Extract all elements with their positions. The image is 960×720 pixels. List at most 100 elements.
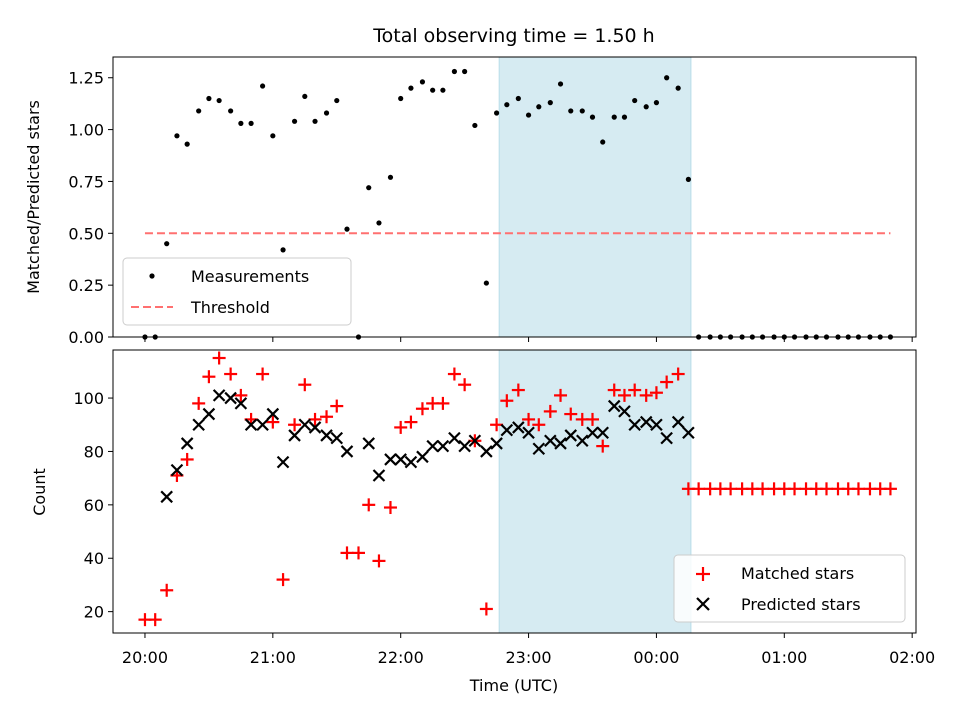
predicted-star-point: [276, 455, 290, 469]
bottom-panel: 20 40 60 80 100 20:00 21:00 22:00 23:00 00:00 01:…: [30, 349, 935, 695]
matched-star-point: [298, 378, 312, 392]
matched-star-point: [554, 388, 568, 402]
matched-stars-points: [138, 351, 897, 627]
predicted-star-point: [416, 450, 429, 464]
predicted-star-point: [340, 445, 354, 458]
matched-star-point: [340, 546, 354, 560]
top-panel: 0.00 0.25 0.50 0.75 1.00 1.25 Total observing…: [24, 25, 917, 347]
bottom-y-tick-label: 20: [84, 603, 104, 622]
bottom-y-axis-label: Count: [30, 468, 49, 516]
measurement-point: [632, 97, 638, 104]
matched-star-point: [660, 375, 674, 389]
bottom-y-ticks: 20 40 60 80 100: [73, 389, 113, 622]
measurement-point: [196, 108, 202, 114]
x-tick-label: 21:00: [250, 648, 296, 667]
top-y-tick-label: 0.50: [68, 224, 104, 243]
predicted-star-point: [288, 429, 301, 442]
measurement-point: [653, 100, 660, 106]
top-y-ticks: 0.00 0.25 0.50 0.75 1.00 1.25: [68, 69, 113, 347]
matched-star-point: [788, 482, 802, 496]
matched-star-point: [756, 482, 770, 496]
matched-star-point: [415, 402, 429, 416]
bottom-x-ticks: 20:00 21:00 22:00 23:00 00:00 01:00 02:00: [122, 633, 935, 667]
matched-star-point: [308, 412, 322, 426]
predicted-star-point: [362, 437, 376, 450]
top-highlight-span: [498, 56, 692, 338]
measurement-point: [366, 185, 372, 191]
measurement-point: [312, 118, 318, 124]
matched-star-point: [543, 404, 557, 418]
predicted-star-point: [212, 389, 226, 402]
predicted-star-point: [554, 437, 567, 450]
matched-star-point: [649, 386, 663, 400]
matched-star-point: [362, 498, 376, 512]
measurement-point: [685, 176, 691, 182]
measurement-point: [164, 241, 170, 247]
predicted-star-point: [682, 426, 695, 440]
matched-star-point: [522, 412, 536, 426]
matched-star-point: [883, 482, 897, 496]
legend-predicted-marker: [696, 597, 710, 611]
predicted-star-point: [404, 455, 418, 469]
measurement-point: [547, 100, 553, 106]
bottom-highlight-span: [498, 349, 692, 634]
predicted-star-point: [192, 418, 205, 432]
matched-star-point: [160, 583, 174, 597]
legend-measurements-label: Measurements: [191, 267, 309, 286]
x-tick-label: 00:00: [633, 648, 679, 667]
measurement-point: [260, 83, 266, 89]
matched-star-point: [511, 383, 525, 397]
matched-star-point: [276, 573, 290, 587]
predicted-star-point: [266, 407, 280, 421]
measurement-point: [184, 141, 190, 147]
predicted-stars-points: [160, 389, 695, 504]
measurement-point: [228, 108, 234, 114]
matched-star-point: [330, 399, 344, 413]
matched-star-point: [192, 396, 206, 410]
measurement-point: [440, 87, 446, 93]
measurement-point: [344, 226, 350, 232]
matched-star-point: [532, 418, 546, 432]
x-tick-label: 02:00: [889, 648, 935, 667]
measurement-point: [238, 120, 244, 126]
predicted-star-point: [160, 490, 173, 504]
predicted-star-point: [244, 418, 258, 432]
predicted-star-point: [394, 453, 407, 466]
predicted-star-point: [522, 426, 535, 440]
measurement-point: [611, 114, 617, 120]
matched-star-point: [596, 439, 610, 453]
top-legend-box: [122, 257, 352, 326]
matched-star-point: [320, 410, 334, 424]
predicted-star-point: [660, 431, 673, 445]
matched-star-point: [288, 418, 302, 432]
top-y-tick-label: 1.00: [68, 121, 104, 140]
matched-star-point: [851, 482, 865, 496]
predicted-star-point: [448, 431, 461, 445]
matched-star-point: [372, 554, 386, 568]
measurement-point: [270, 133, 276, 139]
matched-star-point: [148, 613, 162, 627]
measurement-point: [568, 108, 574, 114]
matched-star-point: [447, 367, 461, 381]
predicted-star-point: [426, 439, 439, 453]
x-tick-label: 22:00: [378, 648, 424, 667]
predicted-star-point: [544, 434, 557, 448]
predicted-star-point: [575, 434, 589, 448]
top-axes-frame: [112, 56, 917, 338]
matched-star-point: [256, 367, 270, 381]
matched-star-point: [234, 388, 248, 402]
matched-star-point: [224, 367, 238, 381]
matched-star-point: [383, 501, 397, 515]
bottom-legend: Matched stars Predicted stars: [673, 554, 906, 623]
matched-star-point: [212, 351, 226, 365]
legend-threshold-label: Threshold: [190, 298, 270, 317]
top-y-tick-label: 0.25: [68, 276, 104, 295]
measurement-point: [430, 87, 436, 93]
bottom-y-tick-label: 100: [73, 389, 104, 408]
top-y-axis-label: Matched/Predicted stars: [24, 100, 43, 294]
predicted-star-point: [330, 431, 344, 445]
predicted-star-point: [500, 423, 514, 437]
predicted-star-point: [384, 453, 397, 466]
measurement-point: [504, 102, 510, 108]
predicted-star-point: [372, 469, 386, 482]
